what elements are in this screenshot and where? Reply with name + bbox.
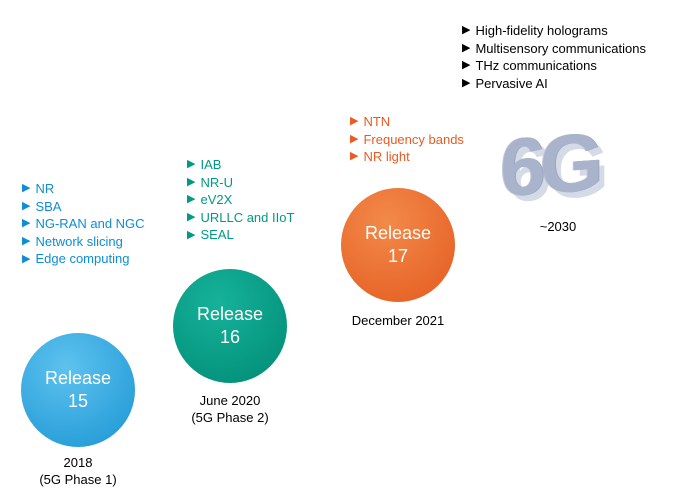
bullet-label: Edge computing: [35, 250, 129, 268]
r15-caption: 2018 (5G Phase 1): [18, 455, 138, 489]
timeline-diagram: ▶ NR ▶ SBA ▶ NG-RAN and NGC ▶ Network slicin…: [0, 0, 677, 502]
bullet-icon: ▶: [22, 216, 30, 231]
list-item: ▶ NR: [22, 180, 145, 198]
circle-label-line1: Release: [365, 223, 431, 244]
bullet-label: NG-RAN and NGC: [35, 215, 144, 233]
bullet-icon: ▶: [22, 199, 30, 214]
bullet-icon: ▶: [350, 114, 358, 129]
caption-line2: (5G Phase 2): [170, 410, 290, 427]
list-item: ▶ URLLC and IIoT: [187, 209, 294, 227]
list-item: ▶ THz communications: [462, 57, 646, 75]
bullet-label: NR-U: [200, 174, 233, 192]
r15-circle: Release 15: [21, 333, 135, 447]
bullet-icon: ▶: [350, 149, 358, 164]
list-item: ▶ IAB: [187, 156, 294, 174]
bullet-icon: ▶: [350, 132, 358, 147]
bullet-label: SBA: [35, 198, 61, 216]
list-item: ▶ NR light: [350, 148, 464, 166]
list-item: ▶ eV2X: [187, 191, 294, 209]
circle-label-line1: Release: [45, 368, 111, 389]
list-item: ▶ Frequency bands: [350, 131, 464, 149]
list-item: ▶ Pervasive AI: [462, 75, 646, 93]
r17-caption: December 2021: [338, 313, 458, 330]
r16-bullet-list: ▶ IAB ▶ NR-U ▶ eV2X ▶ URLLC and IIoT ▶ SEAL: [187, 156, 294, 244]
caption-line2: (5G Phase 1): [18, 472, 138, 489]
bullet-label: NR light: [363, 148, 409, 166]
sixg-logo: 6G 6G: [500, 122, 597, 211]
bullet-icon: ▶: [462, 41, 470, 56]
bullet-label: Network slicing: [35, 233, 122, 251]
bullet-icon: ▶: [22, 234, 30, 249]
r16-caption: June 2020 (5G Phase 2): [170, 393, 290, 427]
circle-label-line1: Release: [197, 304, 263, 325]
caption-line1: June 2020: [170, 393, 290, 410]
bullet-icon: ▶: [187, 192, 195, 207]
bullet-icon: ▶: [462, 58, 470, 73]
list-item: ▶ NG-RAN and NGC: [22, 215, 145, 233]
bullet-icon: ▶: [462, 23, 470, 38]
bullet-label: NR: [35, 180, 54, 198]
list-item: ▶ SEAL: [187, 226, 294, 244]
list-item: ▶ High-fidelity holograms: [462, 22, 646, 40]
bullet-icon: ▶: [22, 181, 30, 196]
list-item: ▶ Network slicing: [22, 233, 145, 251]
bullet-icon: ▶: [187, 228, 195, 243]
list-item: ▶ Multisensory communications: [462, 40, 646, 58]
circle-label-line2: 17: [388, 246, 408, 267]
bullet-label: eV2X: [200, 191, 232, 209]
sixg-caption: ~2030: [498, 219, 618, 236]
sixg-bullet-list: ▶ High-fidelity holograms ▶ Multisensory c…: [462, 22, 646, 92]
circle-label-line2: 16: [220, 327, 240, 348]
list-item: ▶ NTN: [350, 113, 464, 131]
bullet-icon: ▶: [187, 210, 195, 225]
caption-line1: ~2030: [498, 219, 618, 236]
bullet-icon: ▶: [22, 252, 30, 267]
caption-line1: December 2021: [338, 313, 458, 330]
bullet-label: NTN: [363, 113, 390, 131]
r17-circle: Release 17: [341, 188, 455, 302]
bullet-icon: ▶: [462, 76, 470, 91]
bullet-label: URLLC and IIoT: [200, 209, 294, 227]
bullet-label: High-fidelity holograms: [475, 22, 607, 40]
bullet-icon: ▶: [187, 175, 195, 190]
bullet-label: SEAL: [200, 226, 233, 244]
sixg-front: 6G: [500, 117, 597, 215]
bullet-label: Frequency bands: [363, 131, 463, 149]
caption-line1: 2018: [18, 455, 138, 472]
list-item: ▶ Edge computing: [22, 250, 145, 268]
bullet-label: IAB: [200, 156, 221, 174]
list-item: ▶ NR-U: [187, 174, 294, 192]
bullet-label: THz communications: [475, 57, 596, 75]
r17-bullet-list: ▶ NTN ▶ Frequency bands ▶ NR light: [350, 113, 464, 166]
circle-label-line2: 15: [68, 391, 88, 412]
bullet-label: Multisensory communications: [475, 40, 646, 58]
list-item: ▶ SBA: [22, 198, 145, 216]
bullet-label: Pervasive AI: [475, 75, 547, 93]
r15-bullet-list: ▶ NR ▶ SBA ▶ NG-RAN and NGC ▶ Network slicin…: [22, 180, 145, 268]
bullet-icon: ▶: [187, 157, 195, 172]
r16-circle: Release 16: [173, 269, 287, 383]
